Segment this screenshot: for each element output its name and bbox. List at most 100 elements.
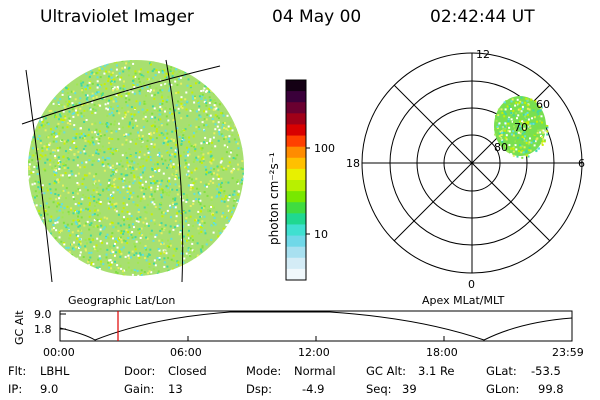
speckle [110,76,113,79]
speckle [215,211,218,214]
speckle [102,228,105,231]
speckle [137,77,140,80]
speckle [166,166,169,169]
speckle [113,186,116,188]
speckle [183,151,185,154]
speckle [70,90,73,93]
mlt-label-0: 0 [468,278,475,291]
strip-ylabel: GC Alt [13,310,26,345]
speckle [192,202,195,205]
speckle [108,164,111,167]
speckle [68,101,71,104]
speckle [208,209,211,212]
speckle [133,269,136,271]
speckle [528,124,531,127]
speckle [92,141,95,144]
speckle [107,108,109,111]
speckle [101,156,104,159]
speckle [182,199,185,202]
speckle [63,162,65,165]
speckle [173,199,176,202]
speckle [54,97,57,100]
speckle [122,202,125,205]
speckle [189,237,192,240]
speckle [166,143,169,146]
speckle [88,238,91,241]
altitude-curve [59,311,573,341]
speckle [69,119,72,122]
speckle [177,107,180,110]
speckle [504,122,507,125]
speckle [111,249,113,252]
speckle [197,191,200,194]
speckle [119,191,122,194]
speckle [144,102,147,105]
speckle [77,212,80,215]
speckle [167,119,170,122]
speckle [204,136,207,139]
speckle [132,237,135,240]
speckle [91,136,94,139]
speckle [205,243,208,246]
speckle [146,148,149,150]
speckle [511,120,514,123]
speckle [222,227,225,230]
speckle [110,83,113,86]
speckle [242,177,244,180]
speckle [158,224,161,226]
speckle [126,156,129,159]
speckle [525,154,528,157]
speckle [92,97,95,99]
speckle [168,231,171,234]
speckle [73,124,76,127]
speckle [195,82,197,85]
speckle [101,241,103,244]
speckle [115,202,118,205]
speckle [130,160,133,163]
speckle [110,80,113,83]
speckle [194,148,197,151]
speckle [541,129,544,132]
speckle [536,120,538,123]
speckle [134,248,137,251]
mlat-label-60: 60 [536,98,550,111]
speckle [37,181,40,184]
speckle [47,136,50,139]
speckle [174,220,177,223]
speckle [495,119,498,122]
seq-label: Seq: [366,382,392,396]
speckle [65,87,68,90]
speckle [121,217,124,220]
speckle [517,131,520,134]
speckle [537,147,540,150]
speckle [213,221,215,224]
speckle [110,106,113,108]
speckle [207,125,210,128]
speckle [535,138,538,141]
speckle [222,100,225,103]
speckle [132,201,135,204]
speckle [222,123,225,126]
speckle [153,180,155,183]
glon-label: GLon: [486,382,520,396]
speckle [208,90,211,93]
speckle [102,272,105,275]
speckle [125,92,128,95]
speckle [184,155,187,158]
speckle [185,166,188,169]
speckle [154,74,157,77]
speckle [209,140,212,143]
speckle [170,147,173,149]
speckle [180,96,183,99]
speckle [529,149,532,152]
speckle [59,115,62,118]
speckle [104,64,107,67]
speckle [223,197,226,200]
speckle [133,113,136,116]
speckle [137,111,140,114]
speckle [195,110,198,113]
speckle [93,245,96,248]
speckle [141,135,144,138]
speckle [162,100,164,102]
speckle [176,148,179,151]
